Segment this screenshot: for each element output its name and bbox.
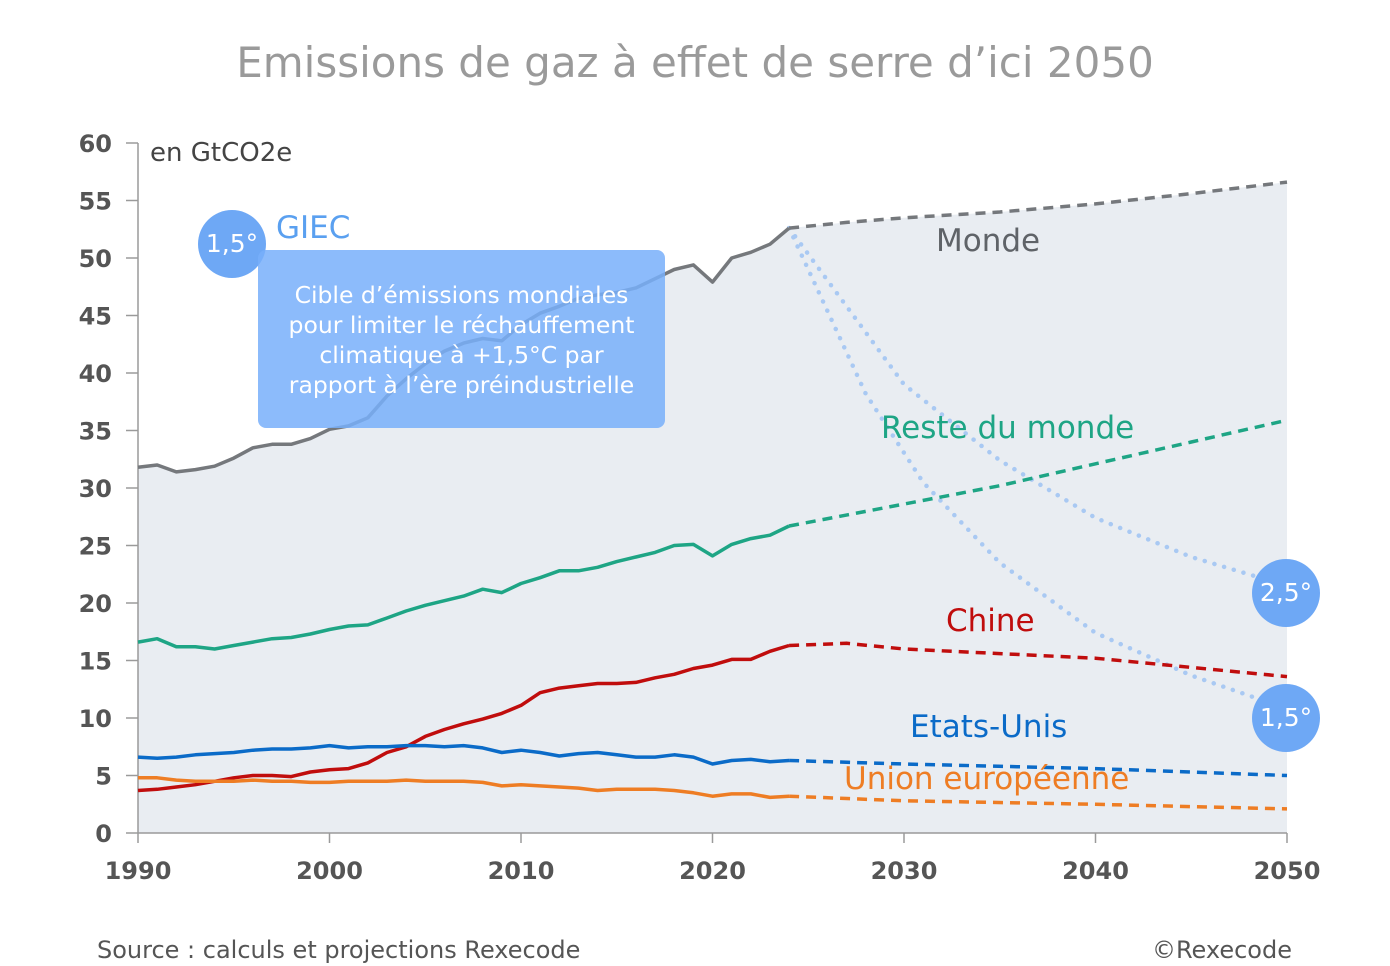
giec-badge: 1,5°: [198, 210, 266, 278]
world-area-fill: [138, 182, 1287, 834]
end-badge-1-5: 1,5°: [1252, 684, 1320, 752]
label-union-europeenne: Union européenne: [844, 761, 1130, 797]
series-line-projection: [788, 418, 1288, 528]
series-line-projection: [789, 794, 1288, 811]
series-line-historical: [138, 776, 790, 800]
y-tick-label: 20: [79, 590, 112, 618]
series-line-projection: [789, 641, 1288, 679]
scenario-path: [786, 225, 1290, 712]
target-annotation-box: Cible d’émissions mondiales pour limiter…: [258, 250, 665, 428]
x-tick-label: 2040: [1062, 857, 1129, 885]
y-tick-label: 55: [79, 188, 112, 216]
series-line-historical: [137, 524, 790, 651]
y-tick-label: 45: [79, 303, 112, 331]
label-chine: Chine: [946, 603, 1035, 639]
axes: 0 5 10 15 20 25 30 35 40 45 50 55 60 1990 2000 2010 2020…: [79, 130, 1321, 885]
target-text-line: climatique à +1,5°C par: [319, 341, 604, 369]
source-note: Source : calculs et projections Rexecode: [97, 936, 581, 964]
x-tick-label: 2030: [871, 857, 938, 885]
y-tick-label: 5: [95, 763, 112, 791]
x-tick-label: 2010: [488, 857, 555, 885]
series-lines: [137, 180, 1288, 811]
series-line-projection: [789, 758, 1288, 778]
y-tick-label: 0: [95, 820, 112, 848]
chart-title: Emissions de gaz à effet de serre d’ici …: [236, 38, 1154, 87]
target-text-line: rapport à l’ère préindustrielle: [288, 371, 635, 399]
x-tick-label: 1990: [105, 857, 172, 885]
x-tick-label: 2020: [679, 857, 746, 885]
series-line-projection: [788, 180, 1288, 230]
y-tick-label: 25: [79, 533, 112, 561]
label-monde: Monde: [936, 223, 1041, 259]
scenario-path: [786, 225, 1290, 589]
x-tick-label: 2050: [1254, 857, 1321, 885]
scenario-paths: [786, 225, 1290, 712]
y-tick-label: 15: [79, 648, 112, 676]
label-reste-du-monde: Reste du monde: [881, 410, 1135, 446]
y-tick-label: 30: [79, 475, 112, 503]
y-tick-label: 40: [79, 360, 112, 388]
target-text-line: pour limiter le réchauffement: [288, 311, 635, 339]
end-badge-2-5: 2,5°: [1252, 559, 1320, 627]
series-line-historical: [137, 643, 790, 793]
y-tick-label: 35: [79, 418, 112, 446]
y-tick-label: 10: [79, 705, 112, 733]
x-tick-label: 2000: [296, 857, 363, 885]
y-tick-label: 50: [79, 245, 112, 273]
target-text-line: Cible d’émissions mondiales: [294, 281, 629, 309]
copyright-note: ©Rexecode: [1151, 936, 1292, 964]
label-etats-unis: Etats-Unis: [910, 709, 1068, 745]
series-line-historical: [137, 743, 790, 766]
unit-label: en GtCO2e: [150, 138, 293, 168]
giec-label: GIEC: [276, 210, 351, 246]
y-tick-label: 60: [79, 130, 112, 158]
